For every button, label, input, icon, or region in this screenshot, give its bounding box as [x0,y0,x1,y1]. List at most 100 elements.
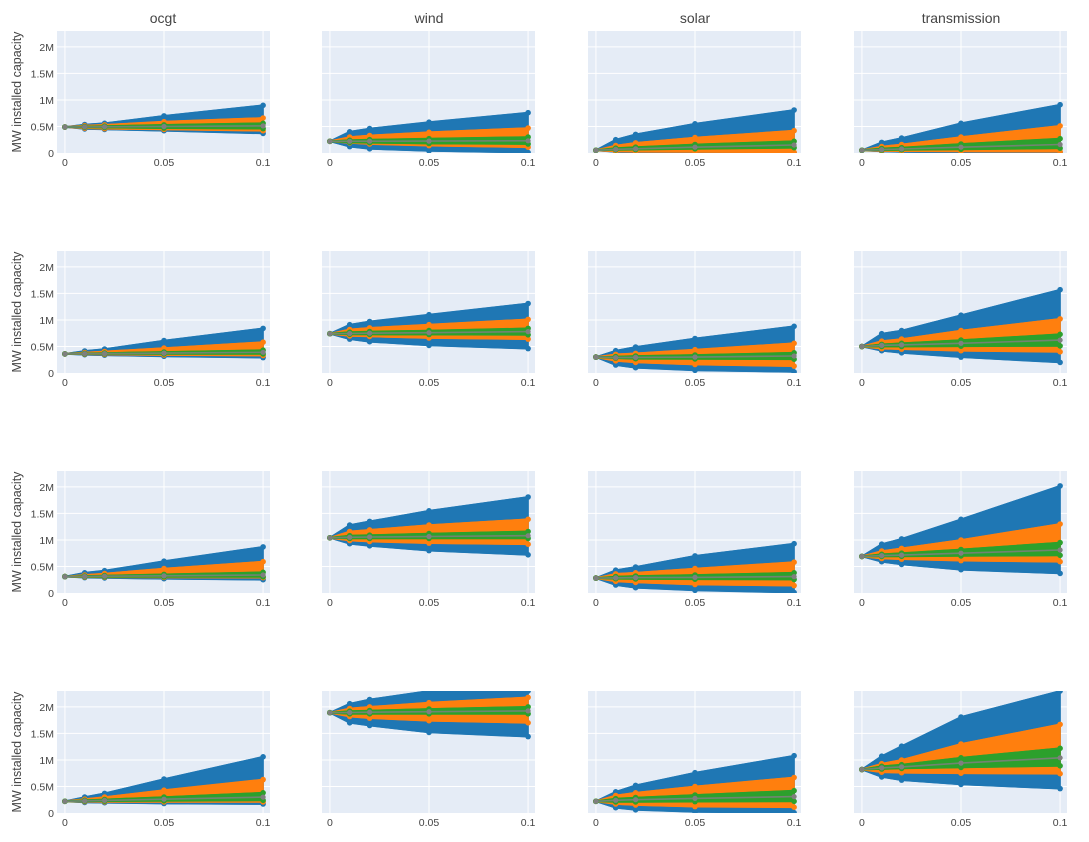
point-mid-upper [898,336,905,342]
point-outer-lower [632,807,639,813]
point-mid-lower [898,769,905,776]
point-outer-upper [366,518,373,525]
panel-wind-row-4: 0 0.05 0.1 [322,691,536,829]
point-outer-lower [366,338,373,345]
panel-grid: 0 0.05 0.1 0 0.5M 1M 1.5M 2M 0 0.05 0.1 0 0.05 0.1 0 0.… [31,31,1068,829]
point-outer-lower [525,733,531,740]
point-median [958,760,964,766]
point-inner-upper [791,787,797,794]
point-median [859,147,865,153]
point-mid-upper [1057,521,1063,527]
point-median [859,553,865,560]
point-outer-upper [632,131,639,138]
point-median [426,138,432,144]
point-mid-upper [426,321,432,328]
point-median [426,330,432,336]
point-outer-upper [791,323,797,330]
point-mid-lower [525,720,531,726]
point-median [102,351,108,357]
point-median [102,124,108,130]
point-outer-lower [1057,359,1063,366]
x-tick-label: 0 [62,377,68,389]
x-tick-label: 0.1 [521,817,536,829]
point-outer-upper [632,564,639,570]
y-tick-label: 0.5M [31,781,54,793]
point-outer-upper [898,743,905,749]
point-inner-upper [525,528,531,535]
point-median [82,573,88,580]
point-median [1057,547,1063,553]
x-tick-label: 0.1 [256,817,271,829]
y-axis-titles: MW installed capacity MW installed capac… [10,31,24,813]
x-tick-label: 0 [62,817,68,829]
point-mid-upper [525,316,531,323]
point-outer-upper [161,113,167,119]
point-mid-upper [1057,123,1063,129]
point-inner-lower [1057,145,1063,151]
y-tick-label: 1.5M [31,508,54,520]
point-inner-upper [958,755,964,761]
panel-transmission-row-4: 0 0.05 0.1 [854,691,1068,829]
x-tick-label: 0 [859,597,865,609]
x-tick-label: 0.05 [154,597,175,609]
point-median [613,797,619,803]
point-outer-lower [426,342,432,349]
point-median [525,533,531,539]
panel-wind-row-2: 0 0.05 0.1 [322,251,536,389]
y-tick-label: 1.5M [31,68,54,80]
x-tick-label: 0.1 [521,377,536,389]
panel-transmission-row-1: 0 0.05 0.1 [854,31,1068,169]
x-tick-label: 0 [327,597,333,609]
point-outer-upper [692,121,698,127]
point-median [692,574,698,581]
point-median [82,798,88,804]
point-mid-upper [958,134,964,140]
point-median [525,138,531,144]
point-median [879,553,885,559]
column-title-wind: wind [414,10,444,26]
y-tick-label: 0 [48,148,54,160]
point-median [613,575,619,581]
point-mid-upper [525,516,531,523]
point-inner-lower [1057,763,1063,769]
point-outer-lower [1057,785,1063,792]
x-tick-label: 0.1 [1053,157,1068,169]
x-tick-label: 0 [62,597,68,609]
point-outer-upper [791,107,797,113]
x-tick-label: 0.1 [256,377,271,389]
point-outer-upper [1057,286,1063,293]
point-outer-upper [260,325,266,332]
panel-data [593,323,797,373]
point-median [260,349,266,355]
column-titles: ocgt wind solar transmission [150,10,1001,26]
panel-data [327,109,531,153]
y-tick-label: 1M [39,315,54,327]
point-median [161,573,167,579]
point-mid-upper [426,129,432,136]
y-tick-label: 1.5M [31,728,54,740]
point-median [899,552,905,558]
point-median [633,146,639,152]
point-outer-upper [366,318,373,325]
point-median [879,765,885,771]
point-median [692,144,698,150]
point-outer-lower [878,774,885,780]
panel-wind-row-3: 0 0.05 0.1 [322,471,536,609]
y-axis-title-row-4: MW installed capacity [10,691,24,813]
point-mid-upper [692,346,698,353]
point-median [791,142,797,148]
point-inner-lower [791,798,797,805]
point-outer-upper [612,136,619,143]
point-mid-upper [791,774,797,781]
point-median [1057,141,1063,148]
x-tick-label: 0.05 [951,157,972,169]
point-mid-lower [958,557,964,564]
x-tick-label: 0.05 [154,377,175,389]
point-outer-upper [898,536,905,542]
point-inner-lower [958,764,964,771]
y-tick-label: 1M [39,755,54,767]
point-median [791,353,797,359]
point-inner-upper [525,134,531,140]
point-mid-upper [632,790,639,796]
point-outer-upper [426,508,432,514]
